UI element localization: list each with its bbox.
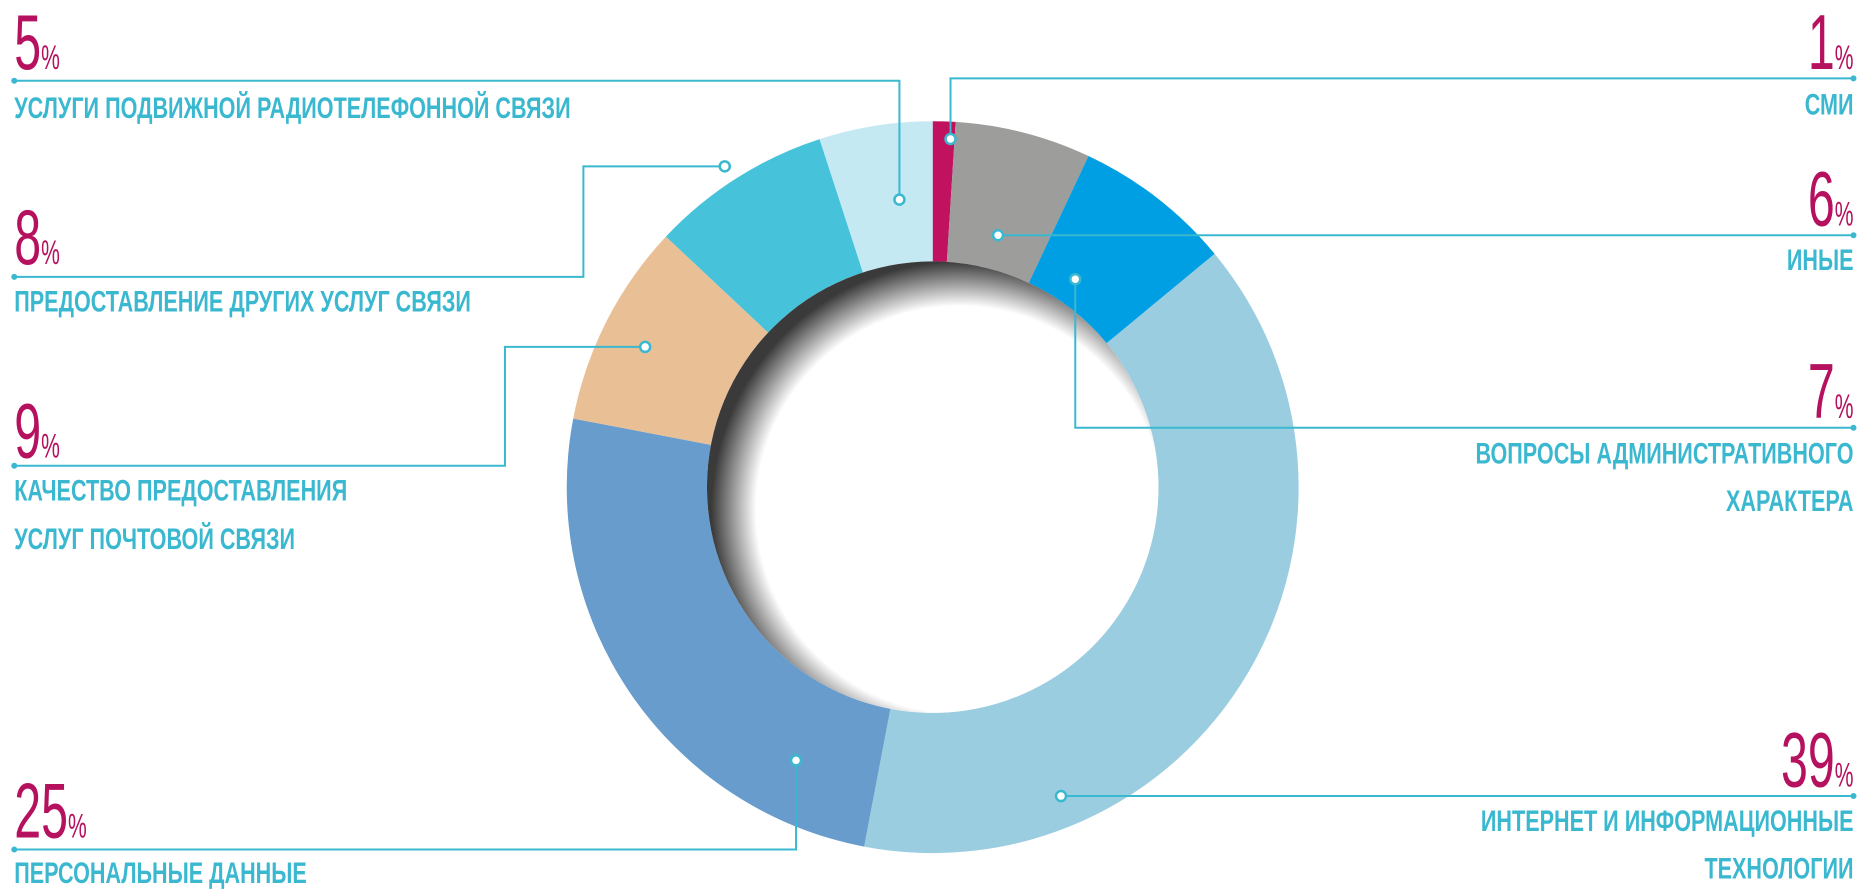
value-number: 6 [1808,155,1835,243]
leader-end [11,273,18,280]
value-label: 9% [14,387,60,475]
donut-slice [946,121,1089,283]
value-unit: % [1835,387,1854,425]
value-number: 7 [1808,347,1835,435]
value-unit: % [41,426,60,464]
value-label: 8% [14,193,60,281]
leader-dot [1054,789,1068,803]
category-label: ХАРАКТЕРА [1726,484,1854,518]
value-number: 25 [14,767,68,855]
value-label: 6% [1808,155,1854,243]
donut-slice [566,418,891,847]
category-label: ПЕРСОНАЛЬНЫЕ ДАННЫЕ [14,856,307,890]
donut-hole [706,261,1159,713]
value-unit: % [1835,38,1854,76]
leader-end [1850,424,1857,431]
donut-slice [864,253,1299,854]
donut-slice [932,121,956,262]
leader-end [11,462,18,469]
value-unit: % [1835,194,1854,232]
leader-line [1074,279,1854,429]
category-label: КАЧЕСТВО ПРЕДОСТАВЛЕНИЯ [14,473,347,507]
value-unit: % [41,38,60,76]
donut-slice [573,236,769,445]
value-number: 5 [14,0,41,86]
leader-end [1850,232,1857,239]
leader-line [14,345,646,467]
leader-line [14,760,798,851]
value-label: 25% [14,767,87,855]
category-label: ИНЫЕ [1787,242,1854,276]
category-label: УСЛУГ ПОЧТОВОЙ СВЯЗИ [14,522,295,556]
leader-end [11,846,18,853]
leader-end [1850,793,1857,800]
leader-dot [789,754,803,767]
leader-end [11,77,18,84]
leader-line [14,79,901,200]
category-label: СМИ [1805,87,1854,121]
value-number: 8 [14,193,41,281]
donut-slice [665,139,863,333]
category-label: ВОПРОСЫ АДМИНИСТРАТИВНОГО [1475,436,1853,470]
value-number: 9 [14,387,41,475]
value-label: 39% [1781,716,1854,804]
value-unit: % [41,233,60,271]
value-unit: % [68,806,87,844]
value-label: 1% [1808,0,1854,86]
donut-slice [819,121,933,273]
leader-dot [718,160,732,173]
category-label: ИНТЕРНЕТ И ИНФОРМАЦИОННЫЕ [1481,803,1854,837]
category-label: УСЛУГИ ПОДВИЖНОЙ РАДИОТЕЛЕФОННОЙ СВЯЗИ [14,90,570,124]
leader-end [1850,75,1857,82]
leader-line [14,165,725,278]
leader-dot [991,229,1005,242]
category-label: ТЕХНОЛОГИИ [1704,851,1853,885]
value-label: 7% [1808,347,1854,435]
leader-dot [893,193,906,206]
value-number: 1 [1808,0,1835,86]
leader-dot [1069,272,1082,286]
value-unit: % [1835,755,1854,793]
leader-dot [944,132,957,146]
leader-dot [638,340,652,354]
leader-line [949,77,1854,140]
value-number: 39 [1781,716,1835,804]
value-label: 5% [14,0,60,86]
category-label: ПРЕДОСТАВЛЕНИЕ ДРУГИХ УСЛУГ СВЯЗИ [14,284,471,318]
